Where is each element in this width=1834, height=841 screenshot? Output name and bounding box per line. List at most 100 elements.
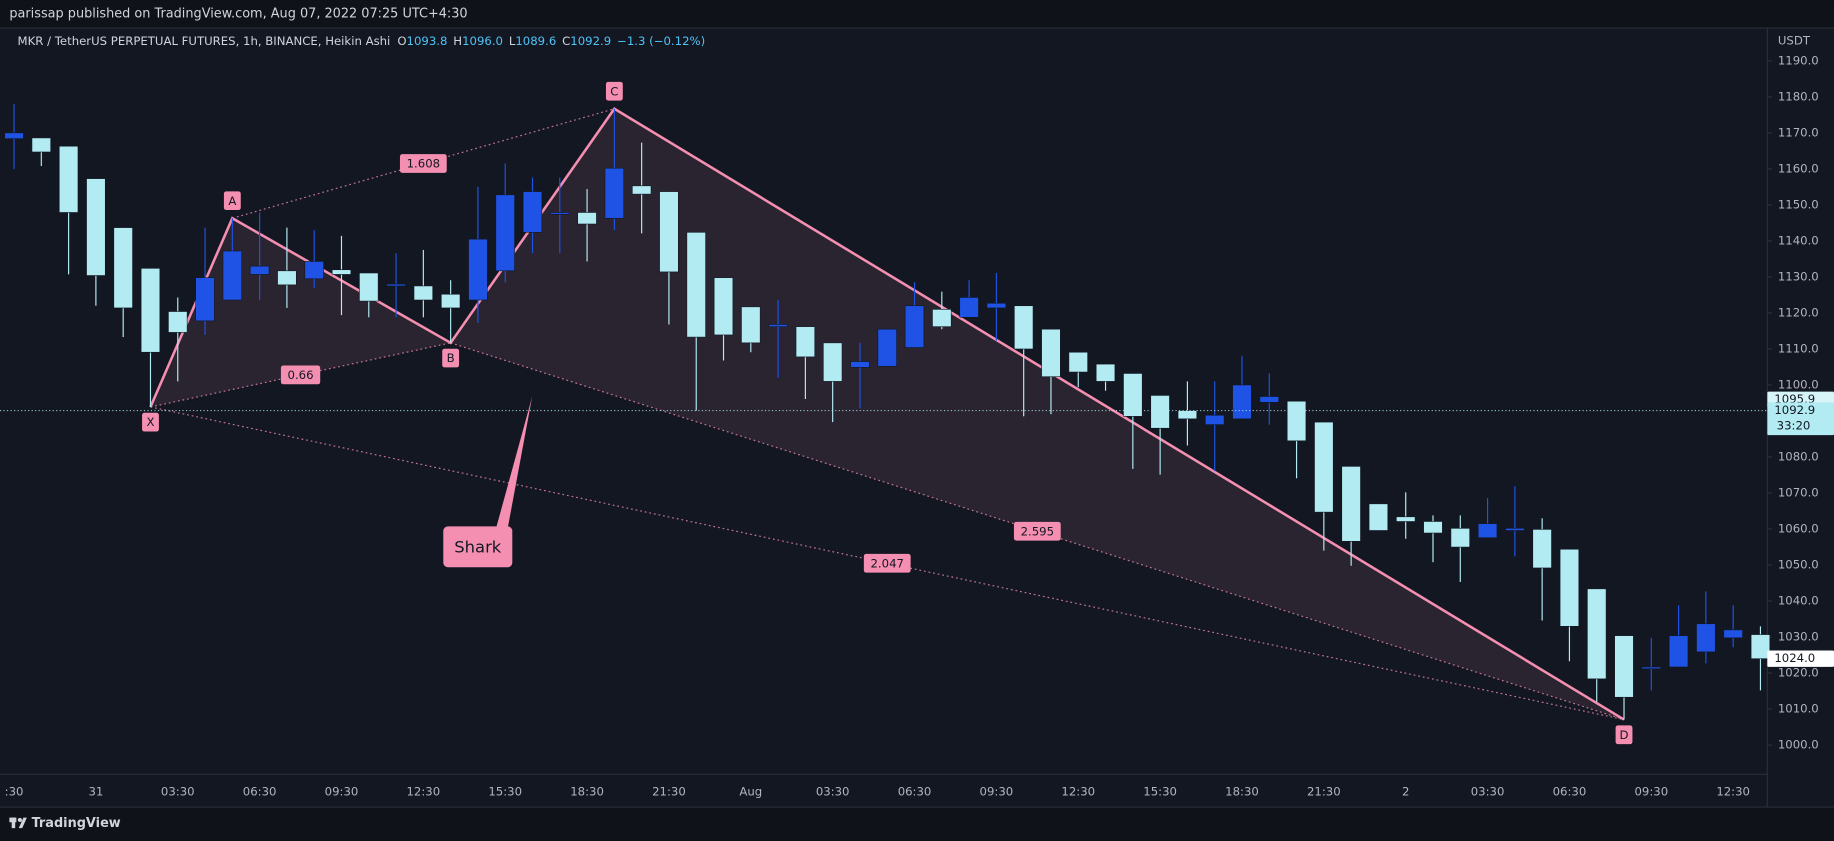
point-label-group: X [142, 412, 159, 432]
candle-body [1341, 466, 1361, 542]
ohlc-label: O [397, 33, 406, 47]
point-label: D [1620, 728, 1629, 742]
y-tick-label: 1050.0 [1778, 558, 1819, 572]
point-label: X [146, 415, 154, 429]
x-tick-label: 15:30 [488, 784, 522, 798]
point-label-group: C [605, 81, 623, 101]
x-tick-label: 21:30 [652, 784, 686, 798]
candle-body [1614, 635, 1634, 698]
candle-body [1450, 528, 1470, 548]
candle-body [659, 191, 679, 273]
point-label: C [610, 84, 618, 98]
candle-body [959, 297, 979, 318]
candle-body [1286, 400, 1307, 442]
x-tick-label: 09:30 [980, 784, 1014, 798]
candle-body [1368, 503, 1389, 531]
point-label-box [442, 348, 460, 368]
candle-body [113, 227, 133, 309]
y-tick-label: 1060.0 [1778, 522, 1819, 536]
candle-body [1587, 588, 1607, 680]
point-label-group: B [442, 348, 460, 368]
candle-body [140, 268, 161, 353]
candle-body [713, 277, 734, 336]
candle-body [686, 231, 706, 338]
candle-body [795, 326, 816, 358]
candle-body [1068, 351, 1088, 373]
point-label-box [223, 191, 241, 211]
price-tag-box [1767, 402, 1834, 436]
candle-body [1095, 363, 1116, 382]
ratio-line [232, 108, 615, 219]
y-tick-label: 1130.0 [1778, 269, 1819, 283]
y-tick-label: 1150.0 [1778, 197, 1819, 211]
candle-body [577, 212, 597, 225]
candle-body [386, 283, 406, 287]
candle-body [850, 361, 870, 368]
ratio-label-group: 2.047 [863, 553, 911, 573]
candle-body [249, 265, 270, 275]
pattern-name: Shark [454, 537, 502, 556]
y-tick-label: 1140.0 [1778, 233, 1819, 247]
candle-body [468, 238, 488, 301]
x-tick-label: 18:30 [570, 784, 604, 798]
y-tick-label: 1100.0 [1778, 377, 1819, 391]
candle-body [1396, 516, 1416, 522]
legend: MKR / TetherUS PERPETUAL FUTURES, 1h, BI… [18, 33, 706, 47]
ohlc-label: L [509, 33, 516, 47]
candle-body [550, 212, 570, 215]
ratio-label-group: 1.608 [399, 154, 447, 173]
ohlc-value: 1092.9 [570, 33, 611, 47]
x-tick-label: 31 [88, 784, 103, 798]
ohlc-label: C [562, 33, 570, 47]
candle-body [195, 277, 215, 322]
y-tick-label: 1010.0 [1778, 702, 1819, 716]
ratio-label: 2.595 [1021, 524, 1054, 538]
candle-body [1423, 521, 1443, 534]
ratio-label: 1.608 [407, 157, 440, 171]
candle-body [58, 145, 79, 213]
candle-body [86, 178, 106, 276]
candle-body [1150, 395, 1170, 429]
x-tick-label: 06:30 [898, 784, 932, 798]
x-tick-label: 21:30 [1307, 784, 1341, 798]
candle-body [277, 270, 297, 286]
point-label-group: D [1615, 725, 1633, 745]
callout-pointer [495, 396, 533, 529]
y-tick-label: 1160.0 [1778, 161, 1819, 175]
symbol: MKR / TetherUS PERPETUAL FUTURES, 1h, BI… [18, 33, 391, 47]
published: parissap published on TradingView.com, A… [9, 7, 467, 22]
candle-body [877, 328, 897, 367]
point-label-box [1615, 725, 1633, 745]
candle-body [1641, 666, 1661, 670]
x-tick-label: 12:30 [407, 784, 441, 798]
x-tick-label: 06:30 [1553, 784, 1587, 798]
x-tick-label: 18:30 [1225, 784, 1259, 798]
ratio-label-box [399, 154, 447, 173]
candle-body [1668, 635, 1689, 668]
x-tick-label: 12:30 [1716, 784, 1750, 798]
price-tag-box [1767, 650, 1834, 667]
candle-body [1259, 396, 1279, 403]
y-tick-label: 1020.0 [1778, 666, 1819, 680]
candle-body [331, 269, 352, 275]
candle-body [632, 185, 652, 195]
candle-body [304, 261, 324, 280]
x-tick-label: Aug [739, 784, 762, 798]
top-bar [0, 0, 1834, 29]
y-tick-label: 1070.0 [1778, 486, 1819, 500]
candle-body [1750, 634, 1771, 660]
bottom-bar [0, 807, 1834, 841]
candle-body [1505, 528, 1525, 531]
callout-box [443, 526, 513, 568]
ohlc-value: 1089.6 [515, 33, 556, 47]
ratio-label-group: 0.66 [280, 365, 321, 385]
y-tick-label: 1030.0 [1778, 630, 1819, 644]
ratio-label: 2.047 [871, 556, 904, 570]
x-tick-label: 09:30 [325, 784, 359, 798]
x-tick-label: 12:30 [1061, 784, 1095, 798]
y-tick-label: 1170.0 [1778, 125, 1819, 139]
point-label-box [605, 81, 623, 101]
x-tick-label: 03:30 [161, 784, 195, 798]
x-tick-label: 2 [1402, 784, 1409, 798]
